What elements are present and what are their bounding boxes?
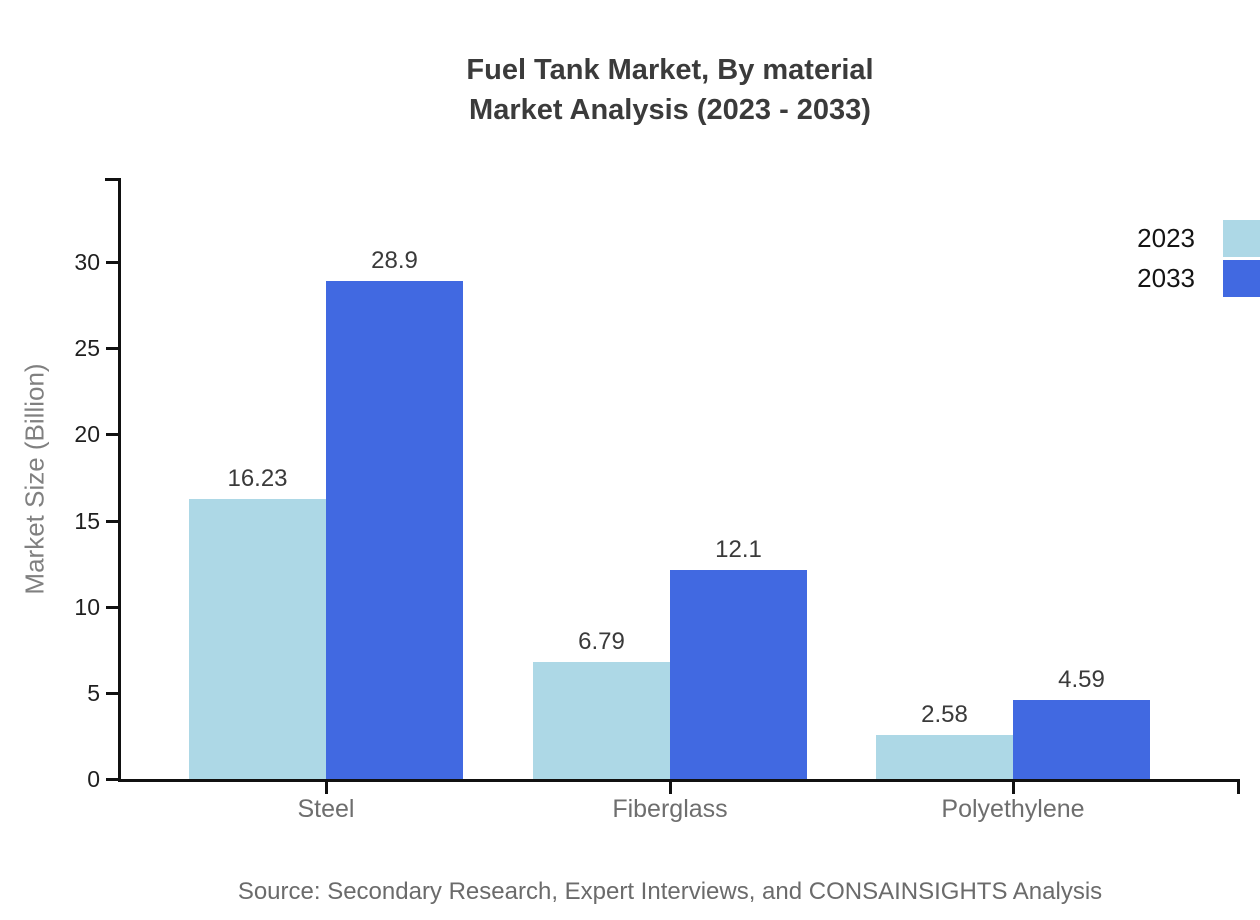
bar-2033-fiberglass <box>670 570 807 779</box>
y-tick-label: 5 <box>87 679 100 706</box>
source-note: Source: Secondary Research, Expert Inter… <box>237 878 1103 905</box>
x-tick-mark <box>1012 782 1015 794</box>
x-category-label: Polyethylene <box>941 795 1085 823</box>
x-category-label: Steel <box>297 795 355 823</box>
y-tick-mark <box>106 347 119 351</box>
chart-title-line1: Fuel Tank Market, By material <box>466 54 874 86</box>
y-axis-end-tick <box>105 178 118 181</box>
y-tick-label: 15 <box>74 507 100 534</box>
y-tick-mark <box>106 605 119 609</box>
x-axis-end-tick <box>1237 782 1240 794</box>
y-tick-label: 30 <box>74 249 100 275</box>
y-axis-title: Market Size (Billion) <box>19 363 50 595</box>
chart-title-line2: Market Analysis (2023 - 2033) <box>469 94 871 126</box>
y-tick-mark <box>106 261 119 264</box>
y-tick-mark <box>106 778 119 781</box>
y-tick-mark <box>106 519 119 523</box>
legend-label-2033: 2033 <box>1137 263 1195 293</box>
x-tick-mark <box>669 782 672 794</box>
x-tick-mark <box>325 782 328 794</box>
bar-2033-steel <box>326 280 463 779</box>
bar-value-label: 16.23 <box>227 465 288 493</box>
y-tick-label: 25 <box>74 335 100 362</box>
bar-2023-polyethylene <box>876 734 1013 779</box>
x-axis-line <box>118 779 1240 782</box>
y-tick-mark <box>106 691 119 695</box>
bar-2023-steel <box>189 499 326 779</box>
bar-value-label: 28.9 <box>371 246 418 274</box>
bar-2033-polyethylene <box>1013 699 1150 779</box>
legend-swatch-2033 <box>1223 260 1260 297</box>
chart-title: Fuel Tank Market, By material Market Ana… <box>80 50 1260 130</box>
y-tick-label: 0 <box>87 766 100 792</box>
bar-value-label: 12.1 <box>715 536 762 564</box>
x-category-label: Fiberglass <box>612 795 728 823</box>
legend-label-2023: 2023 <box>1137 223 1195 253</box>
y-tick-label: 20 <box>74 421 100 448</box>
bar-value-label: 6.79 <box>578 627 625 655</box>
bar-value-label: 2.58 <box>921 700 968 728</box>
y-axis-line <box>118 178 121 782</box>
bar-value-label: 4.59 <box>1058 665 1105 693</box>
y-tick-mark <box>106 433 119 437</box>
bar-2023-fiberglass <box>533 661 670 779</box>
legend-swatch-2023 <box>1223 220 1260 257</box>
y-tick-label: 10 <box>74 593 100 620</box>
